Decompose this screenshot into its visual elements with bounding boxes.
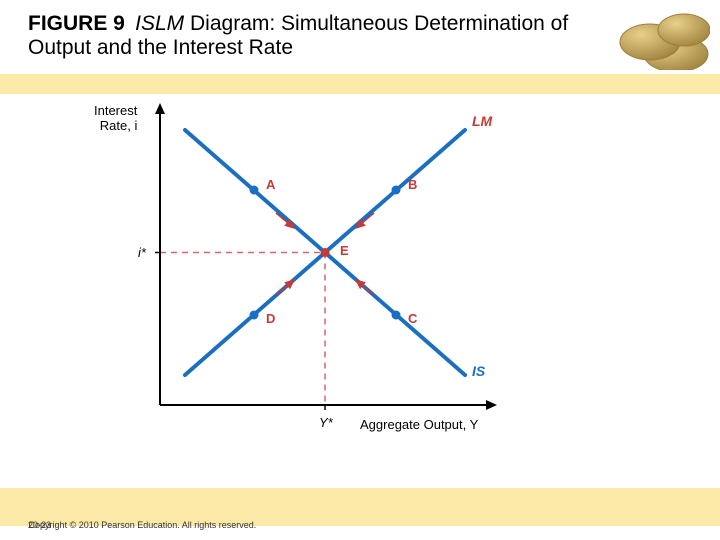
point-d-label: D [266, 311, 275, 326]
equilibrium-label: E [340, 243, 349, 258]
y-star-label: Y* [319, 415, 333, 430]
lm-curve-label: LM [472, 113, 492, 129]
top-decor-band [0, 74, 720, 94]
islm-chart: Interest Rate, i Aggregate Output, Y LM … [100, 95, 530, 455]
point-c-label: C [408, 311, 417, 326]
y-axis-label: Interest Rate, i [94, 103, 137, 133]
coins-icon [610, 10, 710, 70]
copyright-text: Copyright © 2010 Pearson Education. All … [29, 520, 257, 530]
chart-svg [100, 95, 530, 455]
i-star-label: i* [138, 245, 146, 260]
figure-header: FIGURE 9 ISLM Diagram: Simultaneous Dete… [28, 12, 600, 60]
figure-title-italic: ISLM [135, 12, 184, 35]
x-axis-label: Aggregate Output, Y [360, 417, 478, 432]
coin-decor-image [610, 10, 710, 70]
point-a-label: A [266, 177, 275, 192]
is-curve-label: IS [472, 363, 485, 379]
copyright-footer: 20-23 Copyright © 2010 Pearson Education… [28, 520, 281, 530]
point-b-label: B [408, 177, 417, 192]
figure-label: FIGURE 9 [28, 12, 125, 35]
slide-page: FIGURE 9 ISLM Diagram: Simultaneous Dete… [0, 0, 720, 540]
